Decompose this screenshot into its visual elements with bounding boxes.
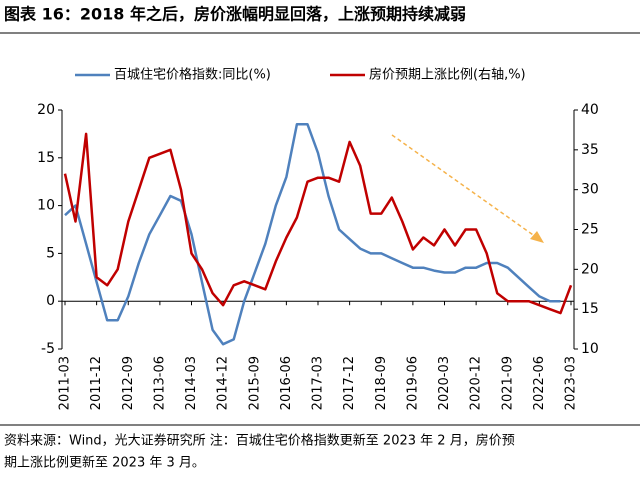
- y-tick-label: 0: [46, 293, 55, 309]
- x-tick-label: 2011-12: [89, 356, 104, 410]
- y-tick-label: 15: [37, 150, 55, 166]
- y-tick-label: 5: [46, 245, 55, 261]
- chart-title: 图表 16：2018 年之后，房价涨幅明显回落，上涨预期持续减弱: [4, 5, 466, 24]
- x-tick-label: 2021-09: [500, 356, 515, 410]
- x-tick-label: 2020-12: [469, 356, 484, 410]
- source-note: 资料来源：Wind，光大证券研究所 注：百城住宅价格指数更新至 2023 年 2…: [4, 433, 515, 449]
- legend-label: 房价预期上涨比例(右轴,%): [369, 67, 526, 83]
- x-tick-label: 2012-09: [121, 356, 136, 410]
- x-tick-label: 2013-06: [152, 356, 167, 410]
- legend-label: 百城住宅价格指数:同比(%): [114, 67, 271, 83]
- y2-tick-label: 15: [581, 301, 599, 317]
- x-tick-label: 2018-09: [374, 356, 389, 410]
- y2-tick-label: 20: [581, 261, 599, 277]
- x-tick-label: 2022-06: [532, 356, 547, 410]
- y-tick-label: 20: [37, 102, 55, 118]
- arrow-head: [530, 231, 544, 243]
- x-tick-label: 2019-06: [405, 356, 420, 410]
- source-note: 期上涨比例更新至 2023 年 3 月。: [4, 455, 205, 471]
- y-tick-label: 10: [37, 198, 55, 214]
- data-line: [63, 132, 573, 315]
- x-tick-label: 2014-12: [216, 356, 231, 410]
- y2-tick-label: 25: [581, 222, 599, 238]
- x-tick-label: 2011-03: [58, 356, 73, 410]
- x-tick-label: 2014-03: [184, 356, 199, 410]
- y2-tick-label: 40: [581, 102, 599, 118]
- x-tick-label: 2017-03: [311, 356, 326, 410]
- data-line: [64, 123, 561, 346]
- x-tick-label: 2015-09: [247, 356, 262, 410]
- x-tick-label: 2023-03: [564, 356, 579, 410]
- trend-arrow: [391, 134, 537, 238]
- x-tick-label: 2017-12: [342, 356, 357, 410]
- x-tick-label: 2020-03: [437, 356, 452, 410]
- y2-tick-label: 35: [581, 142, 599, 158]
- y2-tick-label: 10: [581, 341, 599, 357]
- y-tick-label: -5: [41, 341, 55, 357]
- y2-tick-label: 30: [581, 182, 599, 198]
- x-tick-label: 2016-06: [279, 356, 294, 410]
